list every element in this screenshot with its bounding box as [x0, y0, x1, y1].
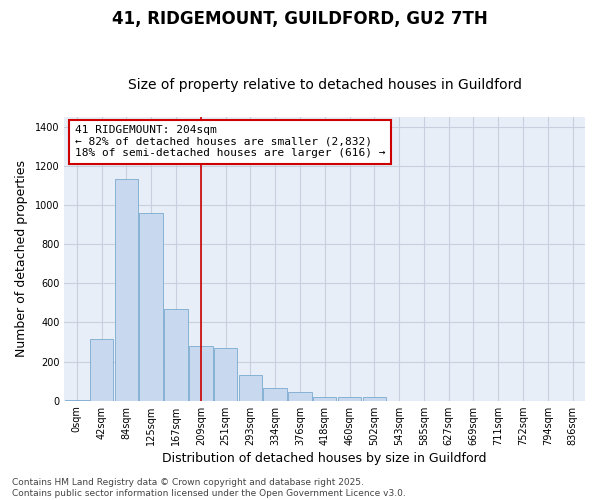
Y-axis label: Number of detached properties: Number of detached properties — [15, 160, 28, 357]
Bar — [362, 397, 386, 400]
Bar — [338, 397, 361, 400]
Bar — [115, 180, 138, 400]
Text: 41 RIDGEMOUNT: 204sqm
← 82% of detached houses are smaller (2,832)
18% of semi-d: 41 RIDGEMOUNT: 204sqm ← 82% of detached … — [75, 126, 385, 158]
Bar — [90, 339, 113, 400]
Title: Size of property relative to detached houses in Guildford: Size of property relative to detached ho… — [128, 78, 522, 92]
Bar — [139, 212, 163, 400]
Text: 41, RIDGEMOUNT, GUILDFORD, GU2 7TH: 41, RIDGEMOUNT, GUILDFORD, GU2 7TH — [112, 10, 488, 28]
Bar — [313, 397, 337, 400]
Bar — [263, 388, 287, 400]
Bar — [288, 392, 312, 400]
Bar — [164, 308, 188, 400]
Bar — [214, 348, 238, 401]
X-axis label: Distribution of detached houses by size in Guildford: Distribution of detached houses by size … — [163, 452, 487, 465]
Bar — [189, 346, 212, 401]
Text: Contains HM Land Registry data © Crown copyright and database right 2025.
Contai: Contains HM Land Registry data © Crown c… — [12, 478, 406, 498]
Bar — [239, 375, 262, 400]
